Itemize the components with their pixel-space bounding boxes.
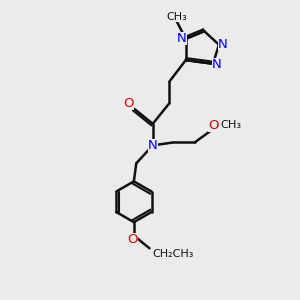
Text: N: N <box>218 38 228 51</box>
Text: N: N <box>148 139 158 152</box>
Text: N: N <box>212 58 221 71</box>
Text: O: O <box>124 98 134 110</box>
Text: O: O <box>128 233 138 246</box>
Text: N: N <box>177 32 187 45</box>
Text: CH₃: CH₃ <box>167 12 187 22</box>
Text: CH₃: CH₃ <box>220 120 241 130</box>
Text: CH₂CH₃: CH₂CH₃ <box>152 249 194 259</box>
Text: O: O <box>208 119 218 132</box>
